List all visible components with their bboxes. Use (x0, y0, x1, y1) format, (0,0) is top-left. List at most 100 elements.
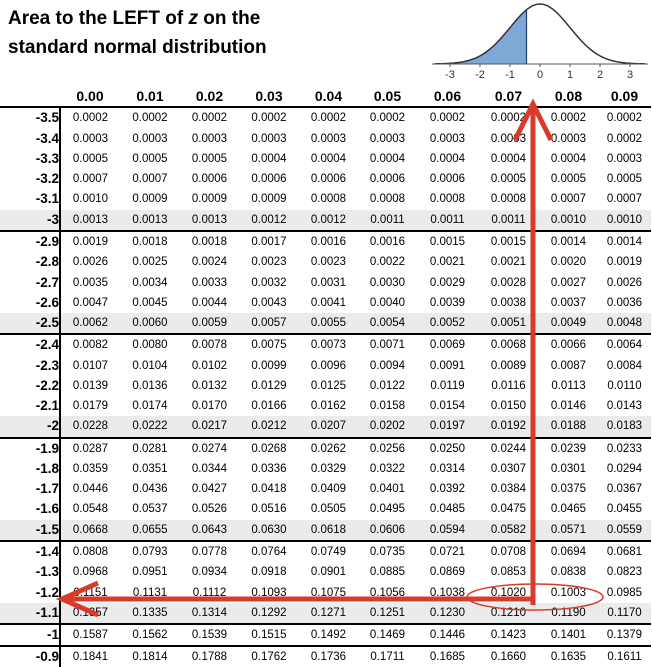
probability-cell: 0.0030 (369, 276, 406, 289)
probability-cell: 0.0207 (299, 416, 358, 438)
table-row: -3.1 0.0010 0.0009 0.0009 0.0009 0.0008 0.0008… (0, 189, 651, 210)
probability-cell: 0.0003 (310, 132, 347, 145)
probability-cell: 0.0571 (539, 519, 598, 541)
probability-cell: 0.0007 (132, 173, 168, 186)
probability-cell: 0.0011 (358, 209, 417, 231)
probability-cell: 0.1492 (299, 622, 358, 647)
probability-cell: 0.0136 (132, 379, 168, 392)
probability-cell: 0.0409 (310, 483, 347, 496)
header-corner (0, 86, 60, 109)
probability-cell: 0.0024 (191, 256, 228, 269)
column-header: 0.01 (120, 86, 180, 109)
probability-cell: 0.1038 (429, 586, 466, 599)
probability-cell: 0.0192 (478, 416, 539, 438)
probability-cell: 0.0017 (239, 229, 299, 253)
table-row: -1.8 0.0359 0.0351 0.0344 0.0336 0.0329 0.0322… (0, 458, 651, 480)
table-row: -2.6 0.0047 0.0045 0.0044 0.0043 0.0041 0.0040… (0, 292, 651, 313)
probability-cell: 0.1151 (73, 586, 108, 599)
probability-cell: 0.0010 (72, 193, 109, 206)
probability-cell: 0.0143 (606, 400, 643, 413)
probability-cell: 0.1131 (132, 586, 168, 599)
probability-cell: 0.0002 (606, 112, 643, 125)
probability-cell: 0.0793 (120, 539, 180, 563)
probability-cell: 0.0045 (132, 296, 168, 309)
probability-cell: 0.0281 (120, 436, 180, 459)
probability-cell: 0.0019 (606, 256, 643, 269)
probability-cell: 0.0034 (132, 276, 168, 289)
probability-cell: 0.0202 (358, 416, 417, 438)
probability-cell: 0.0655 (120, 519, 180, 541)
probability-cell: 0.0132 (191, 379, 228, 392)
probability-cell: 0.1762 (239, 645, 299, 667)
probability-cell: 0.0436 (132, 483, 168, 496)
probability-cell: 0.0006 (429, 173, 466, 186)
probability-cell: 0.0823 (606, 566, 643, 579)
probability-cell: 0.0154 (429, 400, 466, 413)
probability-cell: 0.0016 (358, 229, 417, 253)
probability-cell: 0.0009 (132, 193, 168, 206)
table-row: -1.6 0.0548 0.0537 0.0526 0.0516 0.0505 0.0495… (0, 499, 651, 520)
probability-cell: 0.0735 (358, 539, 417, 563)
probability-cell: 0.0019 (60, 229, 120, 253)
table-row: -3.2 0.0007 0.0007 0.0006 0.0006 0.0006 0.0006… (0, 169, 651, 190)
probability-cell: 0.0384 (490, 483, 527, 496)
table-row: -1 0.1587 0.1562 0.1539 0.1515 0.1492 0.1469 0.… (0, 622, 651, 647)
z-value-label: -1.7 (0, 479, 61, 500)
probability-cell: 0.0021 (429, 256, 466, 269)
column-header: 0.00 (60, 86, 120, 109)
probability-cell: 0.0455 (606, 503, 643, 516)
probability-cell: 0.0336 (251, 462, 287, 475)
z-value-label: -3.1 (0, 189, 61, 210)
probability-cell: 0.0485 (429, 503, 466, 516)
probability-cell: 0.0808 (60, 539, 120, 563)
probability-cell: 0.1379 (598, 622, 651, 647)
probability-cell: 0.0183 (598, 416, 651, 438)
probability-cell: 0.1469 (358, 622, 417, 647)
probability-cell: 0.0014 (598, 229, 651, 253)
probability-cell: 0.0023 (310, 256, 347, 269)
probability-cell: 0.0212 (239, 416, 299, 438)
probability-cell: 0.0033 (191, 276, 228, 289)
table-row: -1.7 0.0446 0.0436 0.0427 0.0418 0.0409 0.0401… (0, 479, 651, 500)
probability-cell: 0.0222 (120, 416, 180, 438)
probability-cell: 0.0005 (72, 152, 109, 165)
probability-cell: 0.1292 (239, 602, 299, 624)
probability-cell: 0.0119 (430, 379, 465, 392)
z-value-label: -1.5 (0, 519, 61, 541)
probability-cell: 0.1660 (478, 645, 539, 667)
probability-cell: 0.1251 (358, 602, 417, 624)
title-z: z (188, 8, 199, 29)
probability-cell: 0.0838 (550, 566, 587, 579)
probability-cell: 0.0052 (417, 312, 478, 335)
probability-cell: 0.0008 (490, 193, 527, 206)
probability-cell: 0.0068 (478, 333, 539, 356)
z-value-label: -3.2 (0, 169, 61, 190)
z-value-label: -1.1 (0, 602, 61, 624)
table-row: -1.5 0.0668 0.0655 0.0643 0.0630 0.0618 0.0606… (0, 519, 651, 541)
probability-cell: 0.0060 (120, 312, 180, 335)
probability-cell: 0.0359 (72, 462, 109, 475)
table-row: -1.1 0.1357 0.1335 0.1314 0.1292 0.1271 0.1251… (0, 602, 651, 624)
probability-cell: 0.0122 (369, 379, 406, 392)
probability-cell: 0.0080 (120, 333, 180, 356)
probability-cell: 0.0002 (251, 112, 287, 125)
probability-cell: 0.0102 (191, 359, 228, 372)
shaded-area (435, 9, 527, 65)
title-line-1: Area to the LEFT of z on the (8, 4, 267, 33)
z-value-label: -1.6 (0, 499, 61, 520)
probability-cell: 0.0091 (429, 359, 466, 372)
probability-cell: 0.0006 (251, 173, 287, 186)
probability-cell: 0.0139 (72, 379, 109, 392)
probability-cell: 0.0027 (550, 276, 587, 289)
probability-cell: 0.0985 (606, 586, 643, 599)
probability-cell: 0.0099 (251, 359, 287, 372)
probability-cell: 0.0041 (310, 296, 347, 309)
probability-cell: 0.0951 (132, 566, 168, 579)
probability-cell: 0.1357 (60, 602, 120, 624)
probability-cell: 0.0012 (239, 209, 299, 231)
probability-cell: 0.0011 (478, 209, 539, 231)
probability-cell: 0.0239 (539, 436, 598, 459)
table-row: -2.7 0.0035 0.0034 0.0033 0.0032 0.0031 0.0030… (0, 272, 651, 293)
table-row: -3.5 0.0002 0.0002 0.0002 0.0002 0.0002 0.0002… (0, 107, 651, 129)
probability-cell: 0.0197 (417, 416, 478, 438)
